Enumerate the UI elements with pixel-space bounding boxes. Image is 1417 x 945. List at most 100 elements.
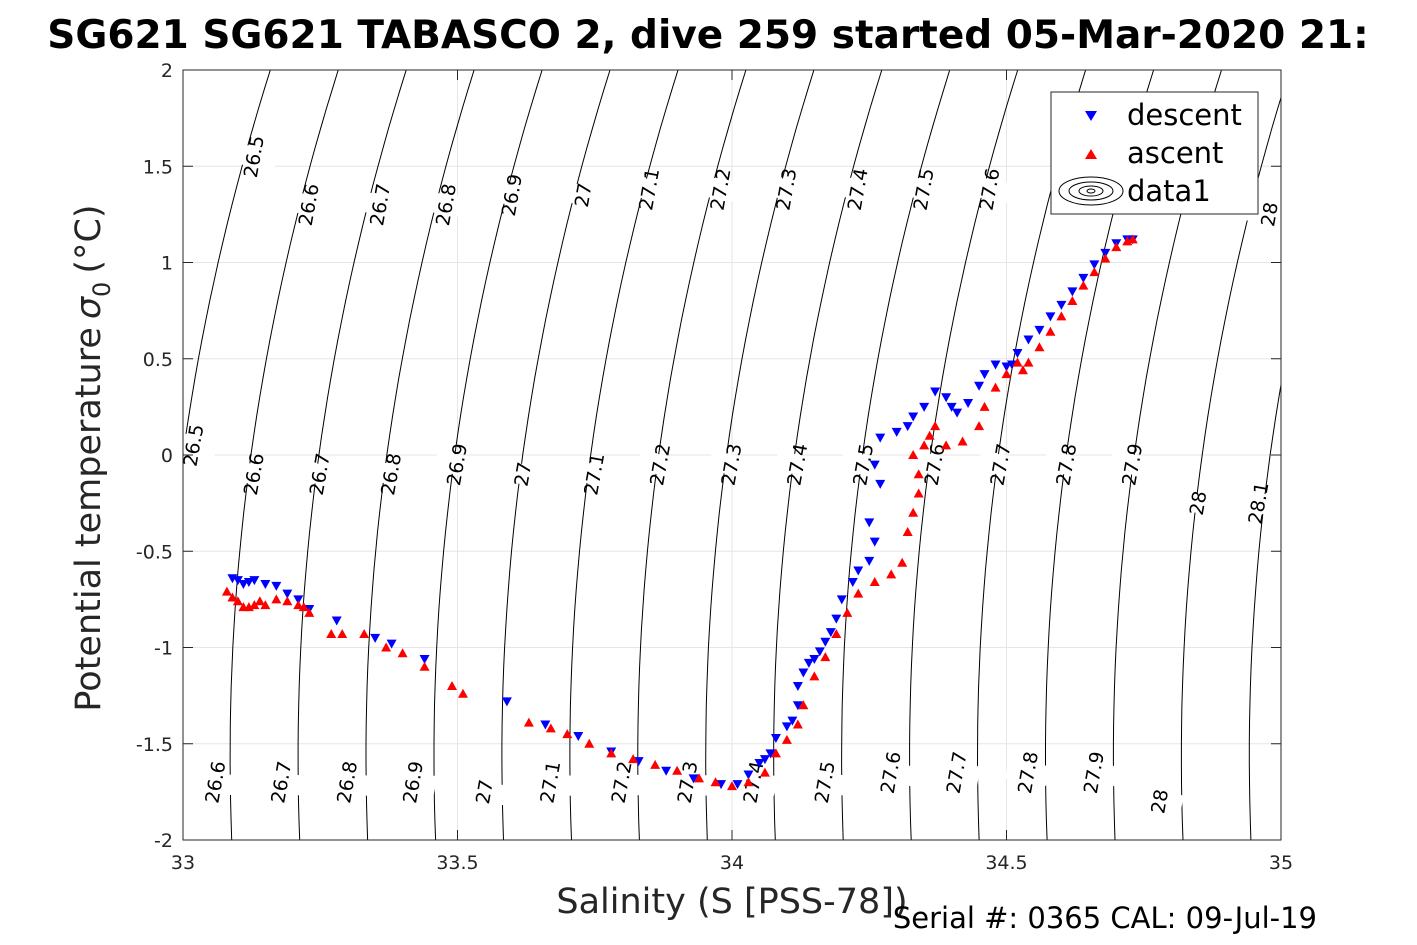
ascent-point-38	[809, 671, 820, 681]
descent-point-8	[293, 595, 304, 605]
ascent-point-44	[886, 569, 897, 579]
contour-label-bg-24	[911, 450, 959, 479]
y-tick-label-5: 0.5	[143, 349, 173, 371]
contour-label-bg-6	[626, 175, 674, 204]
ascent-point-42	[853, 588, 864, 598]
descent-point-16	[573, 732, 584, 742]
ascent-point-65	[1056, 311, 1067, 321]
x-axis-label: Salinity (S [PSS-78])	[556, 882, 907, 922]
contour-icon	[1058, 176, 1124, 206]
ascent-point-55	[957, 436, 968, 446]
ascent-point-13	[326, 629, 337, 639]
descent-point-43	[869, 537, 880, 547]
ascent-point-8	[271, 594, 282, 604]
contour-label-bg-23	[840, 450, 888, 479]
descent-point-24	[754, 759, 765, 768]
y-tick-label-8: 2	[161, 60, 173, 82]
chart-title: SG621 SG621 TABASCO 2, dive 259 started …	[47, 13, 1369, 58]
contour-label-28: 28	[1186, 489, 1212, 517]
ascent-point-6	[254, 596, 265, 606]
descent-point-12	[386, 639, 397, 649]
contour-label-bg-13	[170, 431, 218, 460]
descent-point-51	[919, 402, 930, 412]
descent-point-27	[770, 733, 781, 743]
x-tick-label-4: 35	[1269, 852, 1293, 874]
y-tick-label-2: -1	[154, 638, 173, 660]
ascent-point-12	[304, 607, 315, 617]
descent-point-21	[716, 780, 727, 790]
legend-ascent-marker	[1085, 149, 1097, 159]
x-axis-ticks: 33 33.5 34 34.5 35	[171, 70, 1293, 874]
y-axis-label-text: Potential temperature	[69, 327, 109, 711]
descent-point-45	[875, 479, 886, 489]
contour-label-bg-10	[900, 175, 948, 204]
descent-point-63	[1023, 335, 1034, 345]
ascent-point-61	[1017, 365, 1028, 375]
ascent-point-49	[913, 469, 924, 479]
ascent-point-5	[249, 600, 260, 610]
contour-label-bg-5	[560, 181, 608, 209]
descent-point-19	[661, 766, 672, 776]
serial-cal-footer: Serial #: 0365 CAL: 09-Jul-19	[893, 901, 1317, 935]
ascent-point-39	[820, 652, 831, 662]
contour-label-bg-25	[977, 450, 1025, 479]
descent-point-65	[1045, 312, 1056, 322]
ascent-point-16	[381, 642, 392, 652]
legend-box	[1050, 91, 1259, 215]
ascent-point-9	[282, 596, 293, 606]
descent-point-49	[902, 422, 913, 432]
contour-label-bg-22	[774, 450, 822, 479]
contour-line-0	[183, 70, 271, 459]
descent-point-55	[952, 408, 963, 418]
descent-point-5	[260, 579, 271, 589]
x-tick-label-1: 33.5	[436, 852, 478, 874]
contour-label-bg-42	[1005, 758, 1052, 787]
descent-point-30	[792, 701, 803, 711]
ascent-point-37	[798, 700, 809, 710]
ascent-point-57	[979, 401, 990, 411]
contour-label-bg-1	[285, 191, 333, 219]
descent-point-18	[633, 757, 644, 767]
contour-label-18: 27	[510, 460, 536, 488]
x-tick-label-2: 34	[720, 852, 744, 874]
ascent-point-23	[562, 729, 573, 739]
descent-point-62	[1012, 348, 1023, 358]
y-tick-label-0: -2	[154, 830, 173, 852]
descent-point-32	[798, 668, 809, 678]
ascent-point-31	[727, 781, 737, 791]
ascent-point-58	[990, 382, 1001, 392]
contour-label-bg-8	[763, 175, 811, 204]
y-tick-label-6: 1	[161, 253, 173, 275]
ascent-point-10	[293, 600, 304, 610]
descent-point-25	[759, 755, 770, 765]
descent-point-64	[1034, 325, 1045, 335]
ascent-point-24	[584, 738, 595, 748]
contour-label-bg-43	[1070, 758, 1118, 787]
contour-label-bg-21	[708, 450, 756, 479]
contour-label-bg-40	[867, 758, 915, 787]
ascent-point-2	[232, 596, 243, 606]
descent-point-36	[820, 637, 831, 647]
ascent-point-34	[770, 748, 781, 758]
descent-point-15	[540, 720, 551, 730]
descent-point-34	[809, 655, 820, 665]
descent-point-61	[1006, 360, 1017, 370]
ascent-point-50	[908, 450, 919, 459]
contour-label-bg-33	[390, 768, 437, 796]
descent-point-6	[271, 581, 282, 591]
descent-point-35	[814, 647, 825, 657]
y-tick-label-1: -1.5	[136, 734, 173, 756]
ascent-point-14	[337, 629, 348, 639]
descent-point-50	[908, 412, 919, 422]
y-axis-label-unit: (°C)	[69, 204, 109, 273]
ascent-point-18	[419, 661, 430, 671]
legend-descent-label: descent	[1127, 98, 1242, 132]
ascent-point-15	[359, 629, 370, 639]
ascent-point-25	[606, 748, 617, 758]
ascent-point-28	[672, 765, 683, 775]
contour-label-bg-4	[488, 181, 536, 209]
descent-point-37	[825, 628, 836, 638]
descent-point-48	[891, 427, 902, 437]
descent-point-31	[792, 682, 803, 691]
